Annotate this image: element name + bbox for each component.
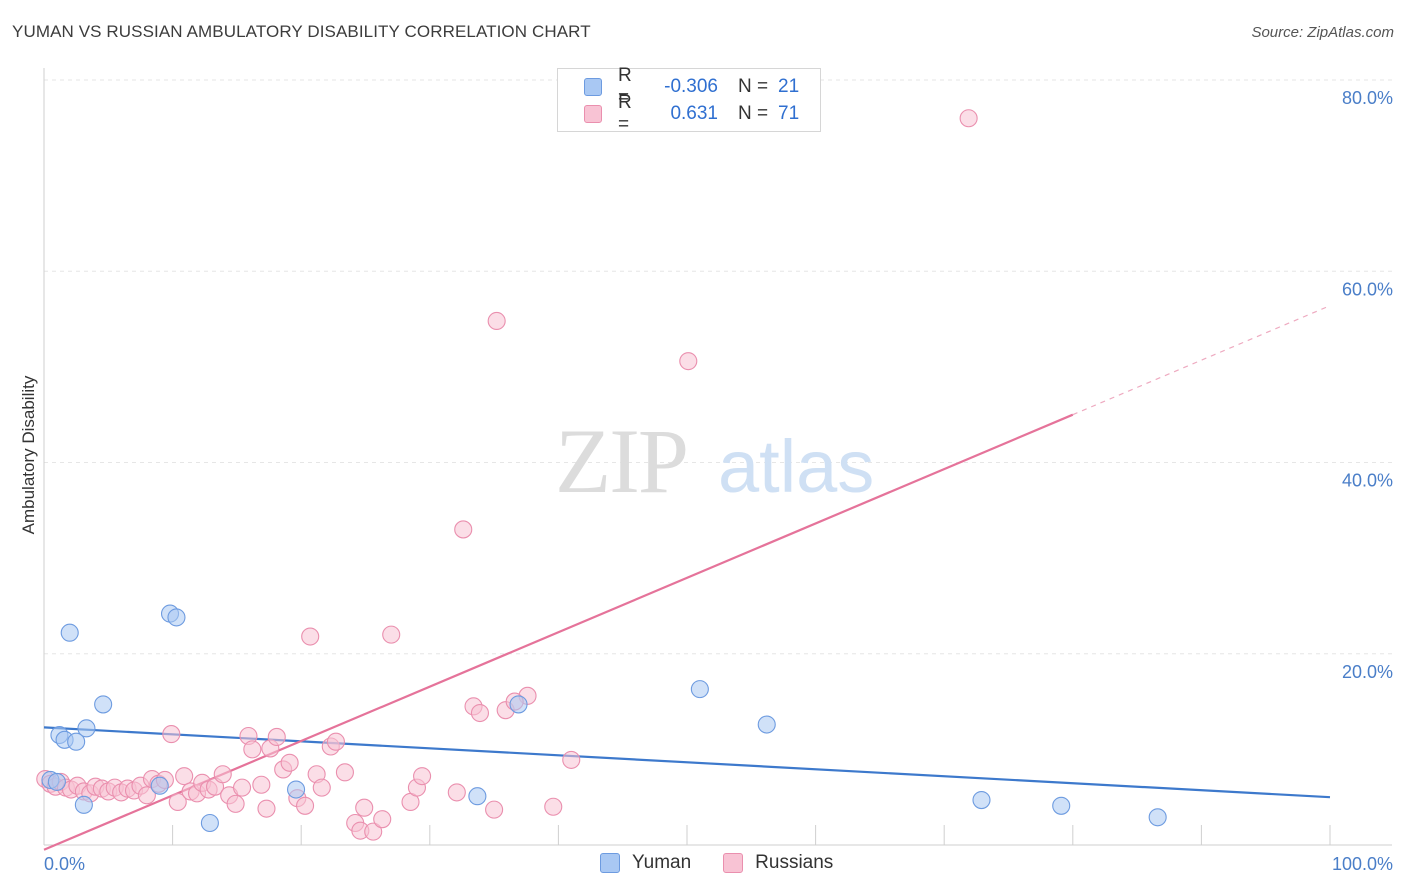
point-russians-67 [487, 311, 506, 331]
point-russians-48 [335, 763, 354, 782]
legend-item-yuman[interactable]: Yuman [600, 852, 691, 874]
legend-swatch-yuman [600, 853, 620, 873]
point-yuman-11 [200, 813, 219, 833]
trend-line-russians-extension [1072, 305, 1331, 416]
legend-label-yuman: Yuman [632, 852, 692, 873]
point-yuman-3 [60, 623, 79, 642]
point-yuman-15 [690, 680, 709, 699]
watermark: ZIP atlas [555, 410, 874, 512]
legend-r-label: R = [618, 65, 632, 108]
point-russians-54 [382, 625, 401, 644]
point-russians-57 [413, 767, 432, 786]
point-yuman-10 [167, 608, 186, 627]
point-yuman-17 [972, 791, 991, 810]
point-russians-23 [175, 767, 194, 786]
point-russians-38 [267, 727, 286, 746]
legend-label-russians: Russians [755, 852, 834, 873]
point-russians-40 [280, 753, 299, 772]
legend-swatch-russians [584, 105, 602, 123]
axes [43, 68, 1392, 846]
point-russians-35 [252, 775, 271, 794]
point-russians-61 [470, 703, 490, 723]
point-yuman-19 [1148, 808, 1167, 827]
legend-row-yuman: R = -0.306 N = 21 [584, 65, 800, 108]
point-russians-62 [485, 800, 504, 819]
point-russians-31 [226, 794, 245, 813]
point-yuman-7 [94, 695, 113, 714]
point-russians-51 [355, 798, 374, 817]
point-yuman-13 [468, 787, 487, 806]
point-russians-22 [168, 792, 187, 812]
legend-swatch-russians [723, 853, 744, 873]
y-tick-label-3: 80.0% [1342, 88, 1393, 108]
y-tick-label-1: 40.0% [1342, 471, 1393, 491]
source-label: Source: ZipAtlas.com [1251, 24, 1394, 41]
point-russians-58 [447, 783, 466, 802]
watermark-zip: ZIP [555, 410, 687, 512]
legend-n-value-russians: 71 [778, 103, 800, 124]
legend-swatch-yuman [584, 78, 602, 96]
series-legend: Yuman Russians [600, 852, 865, 874]
y-tick-label-2: 60.0% [1342, 279, 1393, 299]
point-russians-68 [679, 352, 698, 371]
point-yuman-8 [150, 776, 169, 795]
y-tick-label-0: 20.0% [1342, 662, 1393, 682]
legend-n-label: N = [738, 76, 769, 97]
tick-labels: 20.0% 40.0% 60.0% 80.0% 0.0% 100.0% [44, 88, 1393, 874]
point-yuman-12 [287, 780, 306, 799]
point-russians-29 [213, 765, 232, 784]
gridlines [44, 79, 1392, 655]
point-yuman-14 [509, 695, 528, 714]
point-yuman-5 [74, 795, 93, 814]
y-axis-label: Ambulatory Disability [19, 375, 38, 534]
legend-r-label: R = [618, 92, 632, 135]
point-russians-45 [312, 778, 331, 797]
legend-n-value-yuman: 21 [778, 76, 800, 97]
legend-r-value-yuman: -0.306 [664, 76, 718, 97]
watermark-atlas: atlas [718, 425, 874, 508]
point-yuman-16 [757, 715, 776, 734]
point-russians-32 [232, 778, 252, 797]
point-russians-69 [959, 109, 978, 128]
point-russians-34 [243, 740, 262, 759]
stats-legend: R = -0.306 N = 21 R = 0.631 N = 71 [557, 65, 821, 135]
point-russians-53 [373, 810, 392, 829]
data-points [36, 109, 1167, 841]
point-yuman-18 [1052, 796, 1071, 815]
x-tick-label-0: 0.0% [44, 854, 85, 874]
point-russians-47 [326, 732, 345, 751]
legend-r-value-russians: 0.631 [670, 103, 718, 124]
trend-line-yuman [43, 726, 1331, 799]
legend-item-russians[interactable]: Russians [723, 852, 833, 874]
point-russians-52 [364, 822, 383, 841]
legend-row-russians: R = 0.631 N = 71 [584, 92, 800, 135]
point-russians-21 [162, 725, 181, 744]
point-yuman-6 [77, 719, 96, 738]
trend-lines [43, 305, 1331, 851]
chart-title: YUMAN VS RUSSIAN AMBULATORY DISABILITY C… [12, 22, 591, 41]
point-russians-66 [562, 750, 581, 769]
x-tick-label-1: 100.0% [1332, 854, 1393, 874]
point-yuman-4 [67, 732, 86, 751]
point-russians-65 [544, 797, 563, 816]
point-russians-42 [296, 796, 315, 815]
point-russians-59 [454, 520, 473, 539]
point-russians-17 [137, 786, 156, 805]
point-russians-43 [301, 627, 320, 646]
point-yuman-20 [47, 772, 66, 791]
point-russians-36 [257, 799, 276, 818]
legend-n-label: N = [738, 103, 769, 124]
